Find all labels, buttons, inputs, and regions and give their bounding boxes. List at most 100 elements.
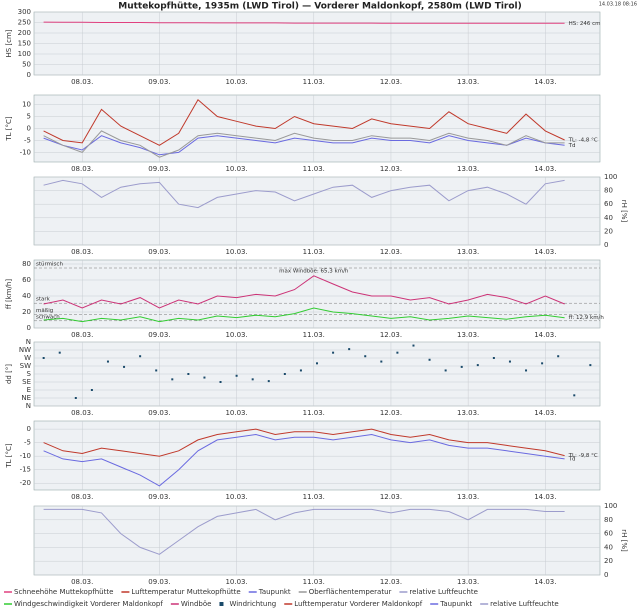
scatter-point [492,357,495,359]
legend-swatch [219,602,224,606]
x-tick-label: 09.03. [148,78,170,86]
series-line [43,433,565,487]
x-tick-label: 08.03. [71,493,93,501]
threshold-label: stark [36,297,51,303]
legend-item: Windrichtung [219,600,276,608]
y-tick-label: 0 [27,125,31,133]
x-tick-label: 13.03. [457,248,479,256]
y-tick-label: 60 [604,530,613,538]
scatter-point [58,351,61,354]
y-tick-label: 0 [604,241,608,249]
y-tick-label: -10 [20,452,31,460]
x-tick-label: 14.03. [534,409,556,417]
y-tick-label: 5 [27,113,31,121]
x-tick-label: 14.03. [534,331,556,339]
scatter-point [460,365,463,368]
x-tick-label: 08.03. [71,248,93,256]
series-line [43,135,565,156]
legend-item: Schneehöhe Muttekopfhütte [4,588,113,596]
y-tick-label: 100 [604,502,617,510]
x-tick-label: 13.03. [457,78,479,86]
legend-label: Lufttemperatur Vorderer Maldonkopf [294,600,423,608]
scatter-point [203,376,206,379]
x-tick-label: 13.03. [457,493,479,501]
y-tick-label: SW [20,362,31,370]
y-axis-title: TL [°C] [5,443,13,469]
x-tick-label: 13.03. [457,331,479,339]
y-tick-label: 100 [604,173,617,181]
y-tick-label: N [26,402,31,410]
x-tick-label: 10.03. [225,78,247,86]
scatter-point [541,362,544,365]
y-tick-label: 40 [22,292,31,300]
scatter-point [380,360,383,363]
x-tick-label: 12.03. [380,78,402,86]
scatter-point [74,397,77,399]
legend-item: relative Luftfeuchte [480,600,559,608]
threshold-label: mäßig [36,308,53,314]
scatter-point [557,355,560,358]
x-tick-label: 10.03. [225,331,247,339]
x-tick-label: 11.03. [303,165,325,173]
legend-label: Taupunkt [439,600,472,608]
y-axis-title: TL [°C] [5,116,13,142]
y-tick-label: 60 [604,200,613,208]
x-tick-label: 09.03. [148,331,170,339]
series-line [43,307,565,323]
end-label: HS: 246 cm [569,21,601,27]
end-label: ff: 12,9 km/h [569,315,605,321]
x-tick-label: 08.03. [71,331,93,339]
legend-label: Schneehöhe Muttekopfhütte [14,588,113,596]
y-axis-title: HS [cm] [5,29,13,57]
x-tick-label: 12.03. [380,409,402,417]
x-tick-label: 13.03. [457,578,479,586]
y-tick-label: -10 [20,148,31,156]
scatter-point [508,360,511,363]
end-label: Td [568,143,576,149]
scatter-point [412,344,415,347]
x-tick-label: 14.03. [534,248,556,256]
y-tick-label: 0 [604,571,608,579]
scatter-point [267,380,270,383]
x-tick-label: 09.03. [148,493,170,501]
legend-label: Windgeschwindigkeit Vorderer Maldonkopf [14,600,163,608]
legend-item: Oberflächentemperatur [298,588,392,596]
y-tick-label: -5 [24,439,31,447]
y-tick-label: 0 [27,71,31,79]
series-line [43,508,565,555]
threshold-label: stürmisch [36,262,63,268]
y-tick-label: 200 [18,29,31,37]
x-tick-label: 11.03. [303,409,325,417]
y-tick-label: 80 [22,260,31,268]
y-tick-label: 150 [18,40,31,48]
y-tick-label: 20 [22,308,31,316]
scatter-point [348,348,351,351]
x-tick-label: 14.03. [534,578,556,586]
y-tick-label: 100 [18,50,31,58]
x-tick-label: 10.03. [225,248,247,256]
x-tick-label: 14.03. [534,493,556,501]
x-tick-label: 13.03. [457,409,479,417]
x-tick-label: 08.03. [71,409,93,417]
x-tick-label: 11.03. [303,331,325,339]
legend-item: Windböe [170,600,212,608]
x-tick-label: 09.03. [148,165,170,173]
y-tick-label: 20 [604,557,613,565]
x-tick-label: 11.03. [303,493,325,501]
legend-label: relative Luftfeuchte [409,588,477,596]
legend-item: Taupunkt [430,600,472,608]
x-tick-label: 12.03. [380,331,402,339]
threshold-label: schwach [36,314,60,320]
y-tick-label: 40 [604,214,613,222]
scatter-point [476,364,479,367]
scatter-point [316,362,318,365]
legend-item: Windgeschwindigkeit Vorderer Maldonkopf [4,600,163,608]
y-tick-label: 80 [604,516,613,524]
y-tick-label: W [24,354,31,362]
y-tick-label: 0 [27,425,31,433]
x-tick-label: 14.03. [534,78,556,86]
x-tick-label: 10.03. [225,409,247,417]
scatter-point [219,381,222,383]
legend-label: Windböe [181,600,212,608]
